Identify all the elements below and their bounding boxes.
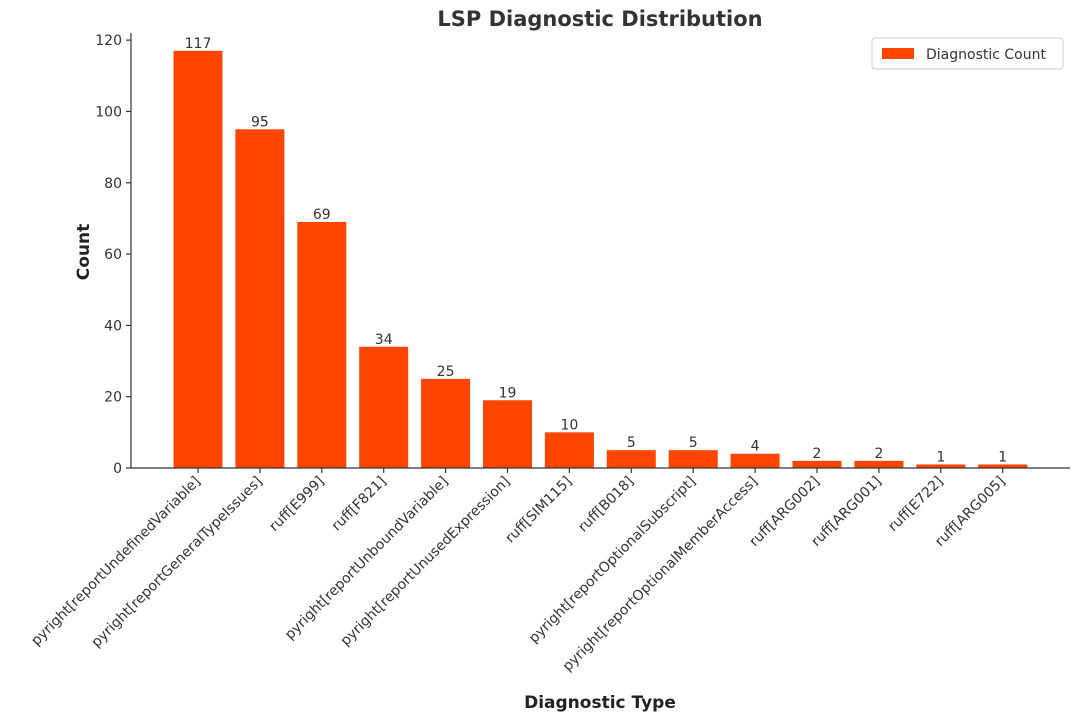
- x-tick-label: ruff[B018]: [575, 474, 637, 536]
- x-tick-label: ruff[F821]: [329, 474, 390, 535]
- bar: [297, 221, 347, 468]
- y-tick-label: 40: [104, 318, 122, 334]
- bar: [978, 464, 1028, 468]
- bar: [359, 346, 409, 468]
- legend-frame: [871, 37, 1064, 70]
- y-tick-label: 80: [104, 176, 122, 192]
- bar-value-label: 69: [313, 207, 331, 223]
- bar: [483, 400, 532, 468]
- bar: [668, 450, 718, 468]
- x-tick-label: ruff[SIM115]: [502, 474, 575, 547]
- bars-group: [173, 50, 1028, 468]
- y-tick-label: 0: [113, 461, 122, 477]
- bar-value-label: 2: [813, 446, 822, 462]
- bar: [916, 464, 966, 468]
- y-tick-label: 20: [104, 390, 122, 406]
- bar: [544, 432, 594, 468]
- bar: [854, 460, 904, 468]
- chart-title: LSP Diagnostic Distribution: [437, 7, 762, 31]
- bar: [606, 450, 656, 468]
- y-tick-label: 120: [95, 33, 122, 49]
- bar-value-label: 1: [998, 449, 1007, 465]
- y-tick-label: 60: [104, 247, 122, 263]
- bar-value-label: 4: [751, 439, 760, 455]
- bar-value-label: 2: [874, 446, 883, 462]
- bar-value-label: 1: [936, 449, 945, 465]
- bar-value-label: 95: [251, 114, 269, 130]
- legend-label: Diagnostic Count: [926, 47, 1046, 63]
- legend: Diagnostic Count: [871, 37, 1064, 70]
- x-tick-label: ruff[E999]: [266, 474, 327, 535]
- bar-value-label: 19: [499, 385, 517, 401]
- y-axis-ticks: 0 20 40 60 80 100 120: [95, 33, 131, 477]
- bar-value-label: 5: [689, 435, 698, 451]
- x-axis-label: Diagnostic Type: [524, 693, 676, 713]
- bar: [421, 378, 471, 468]
- bar-value-label: 25: [437, 364, 455, 380]
- bar-value-labels: 117 95 69 34 25 19 10 5 5 4 2 2 1 1: [185, 36, 1008, 466]
- bar-value-label: 117: [185, 36, 212, 52]
- bar-value-label: 10: [560, 417, 578, 433]
- bar: [730, 453, 780, 468]
- x-tick-label: ruff[E722]: [885, 474, 946, 535]
- x-axis-ticks: pyright[reportUndefinedVariable]pyright[…: [28, 468, 1009, 675]
- legend-swatch: [882, 48, 914, 59]
- bar-value-label: 5: [627, 435, 636, 451]
- bar: [173, 50, 223, 468]
- bar: [235, 129, 285, 468]
- y-tick-label: 100: [95, 104, 122, 120]
- y-axis-label: Count: [74, 224, 94, 281]
- bar: [792, 460, 842, 468]
- bar-value-label: 34: [375, 332, 393, 348]
